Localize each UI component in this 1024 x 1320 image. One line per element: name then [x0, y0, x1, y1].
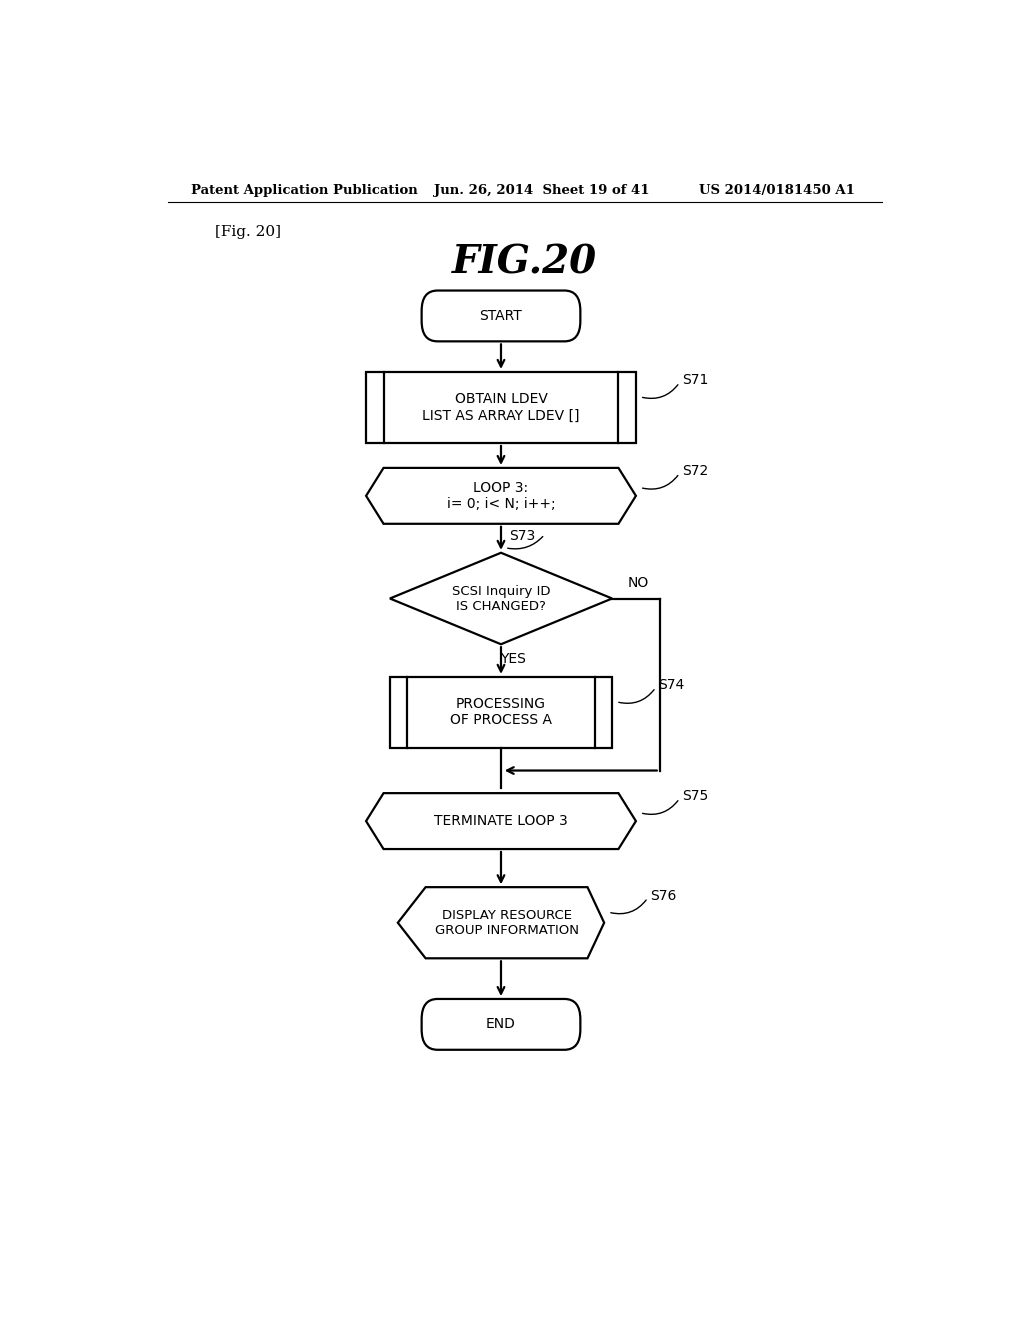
- Polygon shape: [366, 467, 636, 524]
- Text: FIG.20: FIG.20: [453, 243, 597, 281]
- Text: DISPLAY RESOURCE
GROUP INFORMATION: DISPLAY RESOURCE GROUP INFORMATION: [434, 908, 579, 937]
- FancyBboxPatch shape: [422, 999, 581, 1049]
- Text: S71: S71: [682, 374, 709, 388]
- Text: S74: S74: [658, 678, 684, 693]
- Polygon shape: [366, 793, 636, 849]
- Text: START: START: [479, 309, 522, 323]
- Bar: [390, 677, 612, 748]
- Text: LOOP 3:
i= 0; i< N; i++;: LOOP 3: i= 0; i< N; i++;: [446, 480, 555, 511]
- Text: END: END: [486, 1018, 516, 1031]
- FancyBboxPatch shape: [422, 290, 581, 342]
- Text: NO: NO: [628, 577, 649, 590]
- Polygon shape: [397, 887, 604, 958]
- Text: S73: S73: [509, 528, 536, 543]
- Text: S76: S76: [650, 888, 677, 903]
- Text: US 2014/0181450 A1: US 2014/0181450 A1: [699, 185, 855, 198]
- Text: OBTAIN LDEV
LIST AS ARRAY LDEV []: OBTAIN LDEV LIST AS ARRAY LDEV []: [422, 392, 580, 422]
- Bar: [366, 372, 636, 444]
- Text: S72: S72: [682, 465, 709, 478]
- Text: SCSI Inquiry ID
IS CHANGED?: SCSI Inquiry ID IS CHANGED?: [452, 585, 550, 612]
- Text: TERMINATE LOOP 3: TERMINATE LOOP 3: [434, 814, 568, 828]
- Text: [Fig. 20]: [Fig. 20]: [215, 224, 282, 239]
- Text: S75: S75: [682, 789, 709, 804]
- Text: PROCESSING
OF PROCESS A: PROCESSING OF PROCESS A: [450, 697, 552, 727]
- Text: Patent Application Publication: Patent Application Publication: [191, 185, 418, 198]
- Text: YES: YES: [500, 652, 526, 667]
- Text: Jun. 26, 2014  Sheet 19 of 41: Jun. 26, 2014 Sheet 19 of 41: [433, 185, 649, 198]
- Polygon shape: [390, 553, 612, 644]
